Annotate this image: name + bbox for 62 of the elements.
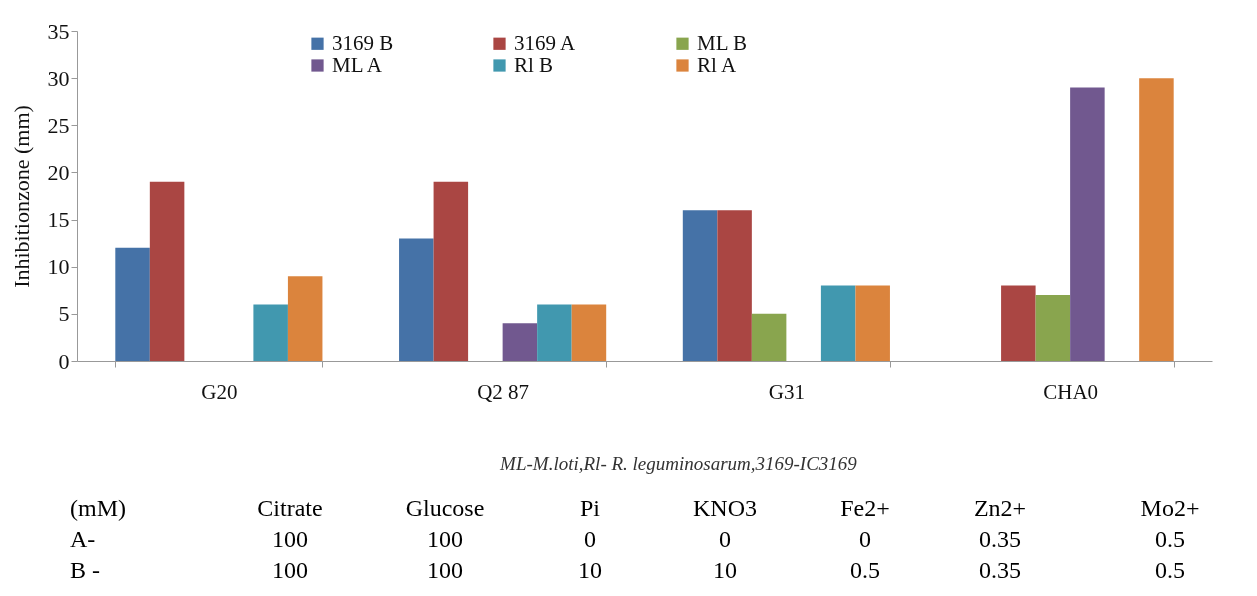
y-tick-label: 25	[47, 112, 70, 138]
text: 0	[583, 525, 597, 554]
text: 100	[426, 525, 464, 554]
bar	[1070, 87, 1105, 361]
text: 100	[271, 556, 309, 585]
legend-label: Rl B	[514, 52, 554, 77]
text: ML-M.loti,Rl- R. leguminosarum,3169-IC3169	[499, 453, 858, 475]
bar	[751, 313, 787, 361]
bar	[537, 304, 572, 361]
bar	[855, 285, 890, 361]
y-tick-label: 0	[58, 348, 70, 374]
text: 0.5	[849, 556, 881, 585]
bar	[399, 238, 434, 361]
y-tick-label: 30	[47, 65, 70, 91]
text: 0.5	[1154, 525, 1186, 554]
text: 100	[426, 556, 464, 585]
bar	[502, 323, 538, 361]
text: 10	[712, 556, 738, 585]
bar	[433, 181, 469, 361]
text: 0	[858, 525, 872, 554]
text: 0	[718, 525, 732, 554]
legend-label: 3169 B	[332, 30, 394, 55]
bar	[253, 304, 288, 361]
x-tick-label: CHA0	[1043, 379, 1099, 404]
bar	[682, 210, 718, 361]
text: Pi	[579, 494, 601, 523]
text: 10	[577, 556, 603, 585]
legend-label: ML B	[697, 30, 747, 55]
legend-label: 3169 A	[514, 30, 577, 55]
text: 0.5	[1154, 556, 1186, 585]
legend-label: Rl A	[697, 52, 737, 77]
x-tick-label: G31	[768, 379, 805, 404]
text: (mM)	[70, 494, 127, 523]
bar	[115, 247, 150, 361]
text: Mo2+	[1139, 494, 1201, 523]
bar	[820, 285, 856, 361]
bar	[287, 276, 323, 361]
text: 0.35	[978, 556, 1022, 585]
y-tick-label: 5	[58, 301, 70, 327]
y-tick-label: 15	[47, 207, 70, 233]
bar	[571, 304, 607, 361]
text: Zn2+	[972, 494, 1028, 523]
x-tick-label: Q2 87	[477, 379, 530, 404]
y-tick-label: 35	[47, 18, 70, 44]
text: B -	[70, 556, 101, 585]
text: Glucose	[404, 494, 486, 523]
bar	[149, 181, 185, 361]
y-axis-title: Inhibitionzone (mm)	[8, 105, 34, 288]
bar	[1139, 78, 1174, 361]
y-tick-label: 10	[47, 254, 70, 280]
bar	[717, 210, 752, 361]
text: KNO3	[692, 494, 758, 523]
bar	[1001, 285, 1036, 361]
text: 100	[271, 525, 309, 554]
text: Citrate	[256, 494, 324, 523]
text: A-	[70, 525, 97, 554]
text: 0.35	[978, 525, 1022, 554]
y-tick-label: 20	[47, 159, 70, 185]
text: Fe2+	[839, 494, 891, 523]
legend-label: ML A	[332, 52, 383, 77]
x-tick-label: G20	[201, 379, 238, 404]
bar	[1035, 295, 1071, 361]
